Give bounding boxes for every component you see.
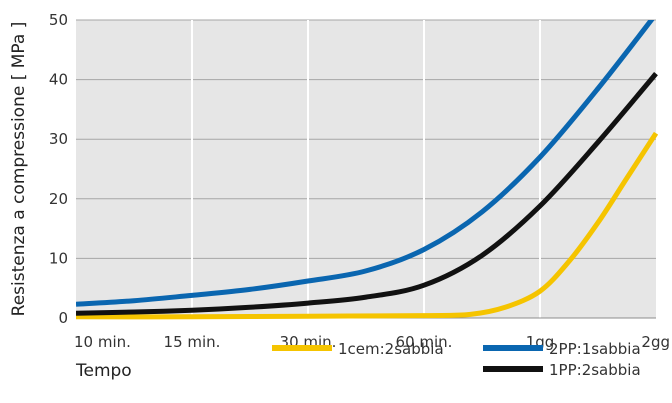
series-line-2 (76, 20, 655, 307)
y-axis-title: Resistenza a compressione [ MPa ] (9, 22, 29, 317)
series-lines (76, 20, 658, 320)
x-tick-label: 10 min. (74, 333, 131, 351)
x-axis-title: Tempo (75, 361, 132, 381)
x-tick-label: 2gg (641, 333, 670, 351)
y-tick-label: 10 (49, 249, 68, 267)
legend-swatch (272, 345, 332, 351)
legend-label: 1PP:2sabbia (549, 361, 641, 379)
series-line-3 (76, 71, 658, 316)
series-line-1 (76, 131, 658, 320)
legend: 1cem:2sabbia 2PP:1sabbia 1PP:2sabbia (272, 340, 641, 379)
y-tick-label: 20 (49, 190, 68, 208)
y-axis-ticks: 0 10 20 30 40 50 (49, 11, 68, 327)
legend-label: 1cem:2sabbia (338, 340, 444, 358)
y-tick-label: 40 (49, 71, 68, 89)
legend-swatch (483, 366, 543, 372)
y-tick-label: 50 (49, 11, 68, 29)
legend-swatch (483, 345, 543, 351)
y-tick-label: 0 (58, 309, 68, 327)
y-tick-label: 30 (49, 130, 68, 148)
x-tick-label: 60 min. (396, 333, 453, 351)
x-tick-label: 15 min. (164, 333, 221, 351)
legend-label: 2PP:1sabbia (549, 340, 641, 358)
